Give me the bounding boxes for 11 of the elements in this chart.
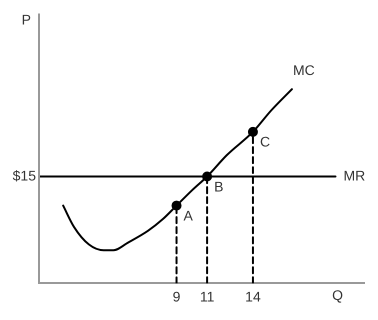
y-axis-title: P — [22, 11, 31, 28]
annotation: A — [184, 207, 194, 224]
annotation: C — [260, 134, 270, 150]
x-tick-label: 14 — [245, 288, 261, 304]
annotation: B — [214, 178, 224, 194]
x-tick-label: 9 — [172, 288, 181, 304]
series-label: MR — [343, 167, 366, 184]
text: $15 — [12, 167, 36, 184]
x-tick-label: 11 — [200, 288, 215, 304]
series-label: MC — [293, 62, 315, 78]
x-axis-title: Q — [332, 287, 344, 304]
